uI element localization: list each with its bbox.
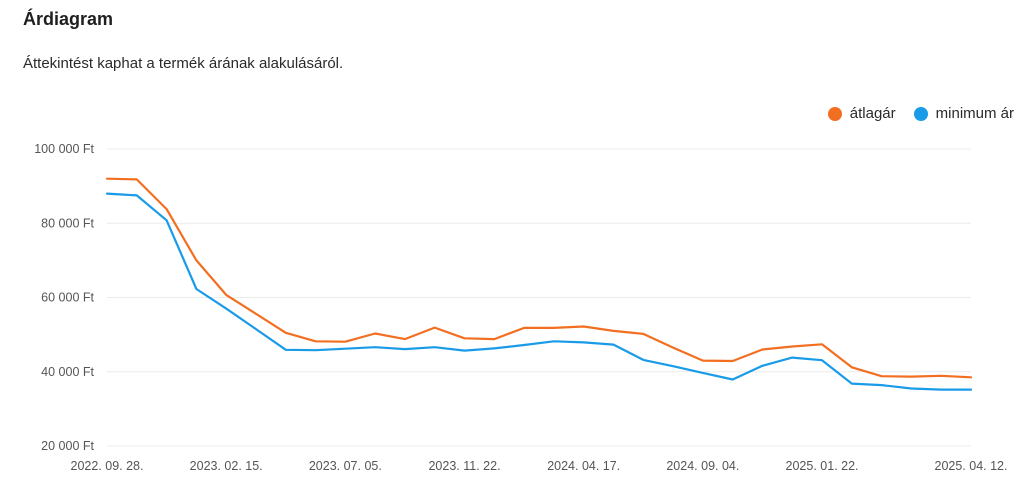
series-layer [105, 177, 973, 391]
y-tick-label: 20 000 Ft [41, 439, 94, 453]
x-tick-label: 2025. 04. 12. [935, 459, 1008, 473]
series-line-average[interactable] [105, 177, 973, 379]
y-tick-label: 40 000 Ft [41, 365, 94, 379]
x-axis-labels: 2022. 09. 28. 2023. 02. 15. 2023. 07. 05. 2… [71, 459, 1008, 473]
x-tick-label: 2022. 09. 28. [71, 459, 144, 473]
y-tick-label: 60 000 Ft [41, 291, 94, 305]
x-tick-label: 2023. 11. 22. [428, 459, 500, 473]
x-tick-label: 2024. 04. 17. [547, 459, 620, 473]
y-axis-labels: 100 000 Ft 80 000 Ft 60 000 Ft 40 000 Ft 20 … [34, 142, 94, 453]
x-tick-label: 2023. 07. 05. [309, 459, 382, 473]
legend-label-minimum: minimum ár [935, 105, 1014, 122]
chart-title: Árdiagram [23, 9, 114, 29]
x-tick-label: 2023. 02. 15. [190, 459, 263, 473]
chart-legend: átlagár minimum ár [827, 105, 1014, 122]
legend-label-average: átlagár [849, 105, 896, 122]
legend-item-average[interactable]: átlagár [827, 105, 896, 122]
series-line-minimum[interactable] [105, 192, 973, 391]
y-tick-label: 80 000 Ft [41, 216, 94, 230]
grid-layer [107, 148, 971, 447]
chart-subtitle: Áttekintést kaphat a termék árának alaku… [23, 55, 344, 72]
legend-dot-average-icon [827, 106, 842, 121]
x-tick-label: 2024. 09. 04. [666, 459, 739, 473]
x-tick-label: 2025. 01. 22. [786, 459, 859, 473]
legend-item-minimum[interactable]: minimum ár [913, 105, 1014, 122]
legend-dot-minimum-icon [913, 106, 928, 121]
y-tick-label: 100 000 Ft [34, 142, 94, 156]
